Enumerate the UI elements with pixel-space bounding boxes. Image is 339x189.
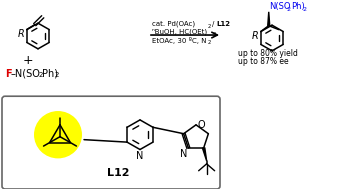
Text: up to 80% yield: up to 80% yield [238,49,298,58]
Text: R: R [17,29,24,39]
Text: Ph): Ph) [291,2,304,11]
Text: O: O [197,120,205,130]
Text: L12: L12 [107,168,129,178]
Text: EtOAc, 30 ºC, N: EtOAc, 30 ºC, N [152,37,206,44]
Text: L12: L12 [216,21,230,27]
Text: R: R [251,31,258,41]
Text: 2: 2 [208,40,212,45]
Text: 2: 2 [39,73,43,78]
Polygon shape [202,148,207,161]
Text: N: N [136,150,144,160]
Text: 2: 2 [287,7,291,12]
Text: 2: 2 [55,73,59,78]
Text: N(SO: N(SO [269,2,290,11]
Text: Ph): Ph) [42,69,58,78]
Text: F: F [5,69,12,78]
Text: N: N [180,149,187,159]
Text: +: + [23,54,33,67]
Text: 2: 2 [303,7,307,12]
Text: /: / [212,21,214,27]
Text: ⁿBuOH, HC(OEt): ⁿBuOH, HC(OEt) [152,29,207,35]
Text: cat. Pd(OAc): cat. Pd(OAc) [152,21,195,27]
Text: 2: 2 [208,24,212,29]
Polygon shape [268,12,270,26]
Text: –N(SO: –N(SO [11,69,41,78]
Circle shape [34,111,82,158]
Text: 3: 3 [213,32,216,36]
Text: up to 87% ee: up to 87% ee [238,57,288,66]
FancyBboxPatch shape [2,96,220,189]
